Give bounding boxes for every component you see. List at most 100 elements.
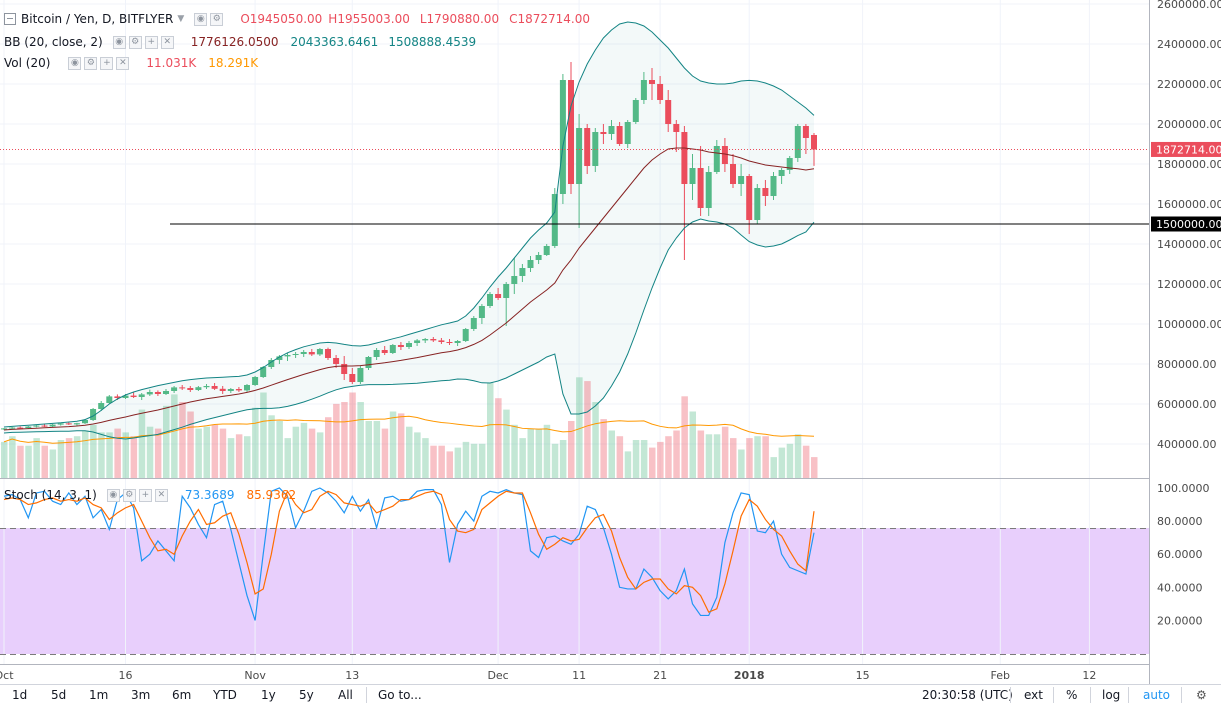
range-6m[interactable]: 6m (172, 688, 192, 702)
last-price-label: 1872714.00 (1156, 143, 1221, 156)
range-3m[interactable]: 3m (131, 688, 151, 702)
stoch-lines (3, 487, 815, 621)
candle-body (649, 80, 655, 84)
gear-icon[interactable]: ⚙ (1196, 688, 1207, 702)
volume-bar (576, 377, 583, 478)
bollinger-band-lines (3, 21, 815, 440)
bb-title[interactable]: BB (20, close, 2) (4, 35, 103, 49)
last-price-tag: 1872714.00 (1151, 141, 1221, 157)
volume-bar (616, 436, 624, 478)
chart-canvas[interactable]: 2600000.00 2400000.00 2200000.00 2000000.00… (0, 0, 1221, 684)
candle-body (738, 176, 745, 184)
volume-bar (146, 426, 154, 478)
hline-price-tag: 1500000.00 (1151, 216, 1221, 232)
toolbar-separator (366, 687, 367, 703)
candle-body (527, 260, 534, 268)
close-icon[interactable]: ✕ (154, 488, 168, 502)
open-value: O1945050.00 (240, 12, 323, 26)
eye-icon[interactable]: ◉ (106, 488, 120, 502)
candle-body (778, 170, 785, 176)
price-tick-label: 2600000.00 (1157, 0, 1221, 11)
candle-body (25, 426, 32, 428)
volume-bar (1, 441, 8, 478)
volume-bar (211, 424, 219, 478)
volume-bar (106, 432, 113, 478)
candle-body (57, 423, 64, 425)
volume-bar (422, 438, 429, 478)
auto-toggle[interactable]: auto (1143, 688, 1171, 702)
range-all[interactable]: All (338, 688, 353, 702)
volume-bar (25, 445, 32, 478)
stoch-axis[interactable]: 100.0000 80.0000 60.0000 40.0000 20.0000 (1157, 482, 1210, 627)
gear-icon[interactable]: ⚙ (128, 35, 142, 49)
percent-toggle[interactable]: % (1066, 688, 1078, 702)
volume-bar (195, 428, 202, 478)
candle-body (300, 352, 307, 354)
stoch-title[interactable]: Stoch (14, 3, 1) (4, 488, 97, 502)
bb-legend: BB (20, close, 2) ◉ ⚙ + ✕ 1776126.0500 2… (4, 35, 476, 49)
volume-bar (17, 445, 24, 478)
candle-body (543, 246, 550, 255)
clock-display[interactable]: 20:30:58 (UTC) (922, 688, 1013, 702)
candle-body (33, 425, 40, 427)
range-1y[interactable]: 1y (261, 688, 276, 702)
stoch-d-line (3, 489, 815, 613)
plus-icon[interactable]: + (144, 35, 158, 49)
candle-body (446, 342, 453, 343)
candle-body (146, 392, 153, 395)
volume-bar (130, 436, 138, 478)
close-icon[interactable]: ✕ (116, 56, 130, 70)
stoch-band (0, 528, 1149, 654)
plus-icon[interactable]: + (138, 488, 152, 502)
volume-bar (49, 449, 57, 478)
candlesticks[interactable] (1, 62, 817, 430)
collapse-icon[interactable] (4, 13, 16, 25)
range-5y[interactable]: 5y (299, 688, 314, 702)
volume-bar (503, 409, 510, 478)
goto-button[interactable]: Go to... (378, 688, 422, 702)
chevron-down-icon[interactable]: ▼ (177, 14, 185, 24)
volume-bar (252, 407, 259, 478)
gear-icon[interactable]: ⚙ (122, 488, 136, 502)
candle-body (365, 357, 372, 368)
candle-body (357, 368, 364, 382)
range-5d[interactable]: 5d (51, 688, 67, 702)
volume-bar (414, 432, 421, 478)
candle-body (325, 349, 331, 358)
candle-body (454, 341, 461, 343)
candle-body (171, 387, 178, 391)
volume-bar (721, 426, 729, 478)
plus-icon[interactable]: + (100, 56, 114, 70)
candle-body (41, 425, 48, 427)
volume-bar (454, 447, 462, 478)
volume-bar (82, 430, 89, 478)
volume-bar (478, 443, 486, 478)
gear-icon[interactable]: ⚙ (84, 56, 98, 70)
time-axis[interactable]: Oct 16 Nov 13 Dec 11 21 2018 15 Feb 12 (0, 669, 1096, 682)
candle-body (98, 403, 105, 409)
price-tick-label: 1200000.00 (1157, 278, 1221, 291)
price-axis[interactable]: 2600000.00 2400000.00 2200000.00 2000000.00… (1157, 0, 1221, 451)
ext-toggle[interactable]: ext (1024, 688, 1043, 702)
close-icon[interactable]: ✕ (160, 35, 174, 49)
range-1m[interactable]: 1m (89, 688, 109, 702)
candle-body (487, 294, 493, 306)
volume-bar (802, 445, 810, 478)
bb-upper-line (3, 21, 815, 428)
time-tick-label: Oct (0, 669, 14, 682)
eye-icon[interactable]: ◉ (68, 56, 82, 70)
gear-icon[interactable]: ⚙ (210, 12, 224, 26)
vol-legend: Vol (20) ◉ ⚙ + ✕ 11.031K 18.291K (4, 56, 258, 70)
eye-icon[interactable]: ◉ (194, 12, 208, 26)
eye-icon[interactable]: ◉ (112, 35, 126, 49)
vol-title[interactable]: Vol (20) (4, 56, 51, 70)
log-toggle[interactable]: log (1102, 688, 1121, 702)
range-ytd[interactable]: YTD (213, 688, 237, 702)
candle-body (235, 389, 242, 391)
stoch-tick-label: 60.0000 (1157, 548, 1203, 561)
stoch-tick-label: 20.0000 (1157, 614, 1203, 627)
range-1d[interactable]: 1d (12, 688, 28, 702)
symbol-title[interactable]: Bitcoin / Yen, D, BITFLYER (21, 12, 174, 26)
candle-body (713, 146, 720, 172)
volume-bar (786, 443, 794, 478)
